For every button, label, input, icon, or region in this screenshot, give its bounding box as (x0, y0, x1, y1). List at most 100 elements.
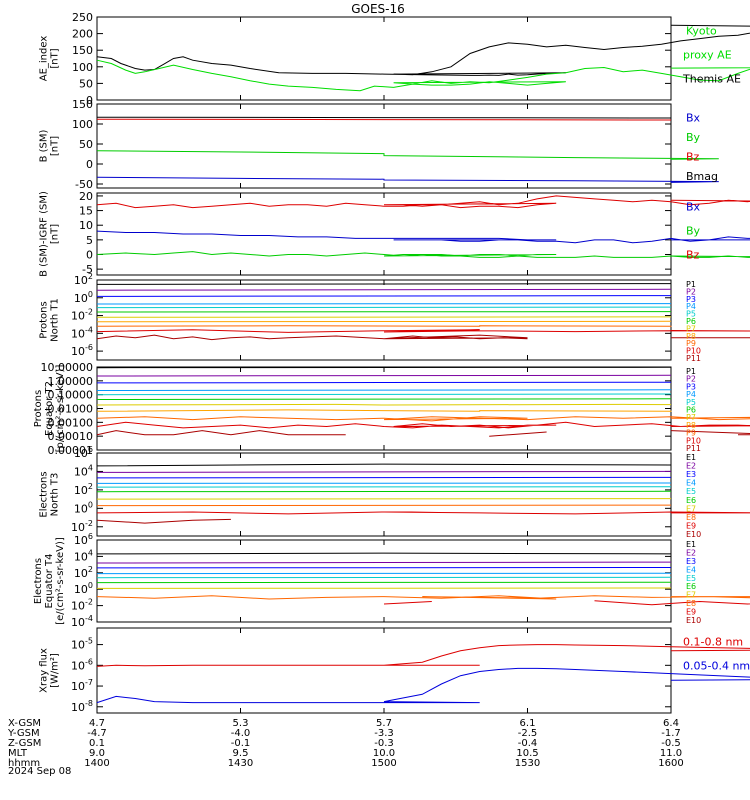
panel-bsm: -50 0 50 100 150 B (SM) [nT] Bx By Bz Bmag (39, 98, 719, 191)
legend-label: P7 (686, 413, 696, 422)
y-tick-label: 10 (79, 219, 93, 232)
xaxis-row-value: -3.3 (374, 728, 394, 739)
legend-label: E3 (686, 557, 696, 566)
y-tick-label: 0 (86, 94, 93, 107)
y-tick-label: 102 (74, 482, 93, 497)
series-line-themis-ae (96, 24, 750, 76)
xaxis-row-value: 6.1 (520, 718, 536, 729)
panel-frame (96, 366, 672, 451)
series-line-e9b (594, 600, 750, 606)
y-tick-label: 10.00000 (41, 361, 94, 374)
panel-frame (96, 103, 672, 189)
series-line-bmag (96, 116, 672, 119)
legend-label: P11 (686, 444, 701, 453)
xaxis-row-label: Z-GSM (8, 738, 41, 749)
legend-label: E9 (686, 608, 696, 617)
legend-label: P2 (686, 375, 696, 384)
y-tick-label: 150 (72, 98, 93, 111)
y-tick-label: 100 (72, 61, 93, 74)
series-line-e2 (96, 470, 672, 473)
series-line-e8 (96, 504, 672, 507)
y-tick-label: 100 (72, 118, 93, 131)
panel-xray: 10-8 10-7 10-6 10-5 Xray flux [W/m²] 0.1-0.8 n… (39, 627, 750, 714)
series-line-e7 (96, 498, 672, 500)
legend-label: Bz (686, 249, 700, 262)
xaxis-row-value: 9.0 (89, 748, 105, 759)
xaxis-row-value: 9.5 (233, 748, 249, 759)
legend-label: E5 (686, 574, 696, 583)
series-line-e1 (96, 463, 672, 467)
y-tick-label: 0.10000 (48, 389, 94, 402)
legend-label: E1 (686, 540, 696, 549)
series-line-0-05-0-4-nm (96, 667, 750, 704)
legend-label: E10 (686, 530, 701, 539)
legend-label: P9 (686, 429, 696, 438)
y-tick-label: 10-5 (71, 637, 93, 652)
series-line-kyoto-proxy-ae (96, 59, 750, 92)
series-line-bx (96, 176, 719, 183)
legend-label: proxy AE (683, 49, 732, 62)
series-line-e2 (96, 561, 672, 564)
series-line-0-1-0-8-nm (96, 644, 750, 667)
y-tick-label: -50 (75, 178, 93, 191)
xaxis-row-value: 4.7 (89, 718, 105, 729)
y-axis-label: North T1 (50, 298, 61, 342)
plot-title: GOES-16 (351, 2, 405, 16)
xaxis-row-value: -0.5 (661, 738, 681, 749)
y-tick-label: 0.01000 (48, 403, 94, 416)
legend-label: P5 (686, 398, 696, 407)
y-tick-label: 20 (79, 190, 93, 203)
series-line-bx (96, 230, 750, 244)
legend-label: Bx (686, 112, 701, 125)
legend-label: E5 (686, 487, 696, 496)
legend-label: P8 (686, 421, 696, 430)
legend-label: P3 (686, 295, 696, 304)
y-tick-label: 10-6 (71, 657, 93, 672)
legend-label: P5 (686, 310, 696, 319)
xaxis-row-value: -0.3 (374, 738, 394, 749)
y-axis-label: [nT] (50, 224, 61, 244)
y-axis-label: AE_index (39, 36, 50, 82)
y-axis-label: Xray flux (39, 648, 50, 693)
y-axis-label: [p/(cm²-s-sr-keV)] (55, 365, 66, 453)
legend-label: Kyoto (686, 25, 717, 38)
series-line-p4 (96, 389, 672, 391)
legend-label: Bz (686, 151, 700, 164)
y-tick-label: 50 (79, 77, 93, 90)
series-line-p11c (670, 430, 750, 436)
legend-label: 0.1-0.8 nm (683, 636, 743, 649)
y-axis-label: Equator T2 (44, 381, 55, 436)
xaxis-row-label: Y-GSM (7, 728, 40, 739)
y-axis-label: B (SM)-IGRF (SM) (39, 191, 50, 277)
series-line-p9 (96, 416, 750, 422)
xaxis-row-value: 0.1 (89, 738, 105, 749)
panel-frame (96, 627, 672, 714)
legend-label: P9 (686, 339, 696, 348)
series-line-p1 (96, 283, 672, 285)
legend-label: P11 (686, 354, 701, 363)
y-tick-label: 1.00000 (48, 375, 94, 388)
legend-label: E8 (686, 513, 696, 522)
series-line-p8 (96, 320, 672, 323)
y-axis-label: [e/(cm²-s-sr-keV)] (55, 537, 66, 625)
panel-ae: 0 50 100 150 200 250 AE_index [nT] Kyoto proxy AE… (39, 11, 750, 107)
series-line-p3 (96, 381, 672, 384)
y-axis-label: Equator T4 (44, 554, 55, 609)
xaxis-row-value: 6.4 (663, 718, 679, 729)
y-tick-label: 10-2 (71, 308, 93, 323)
y-axis-label: Electrons (39, 471, 50, 517)
y-tick-label: 106 (74, 532, 93, 547)
series-line-by (96, 251, 750, 258)
panel-pet2: 0.000010.000100.001000.010000.100001.000… (33, 361, 750, 457)
y-tick-label: 100 (74, 500, 93, 515)
y-axis-label: Protons (39, 301, 50, 338)
y-tick-label: 0 (86, 249, 93, 262)
series-line-p10 (96, 329, 750, 333)
legend-label: P10 (686, 436, 701, 445)
legend-label: Themis AE (682, 73, 741, 86)
series-line-bz (96, 118, 672, 121)
legend-label: Bx (686, 201, 701, 214)
xaxis-row-label: MLT (8, 748, 28, 759)
